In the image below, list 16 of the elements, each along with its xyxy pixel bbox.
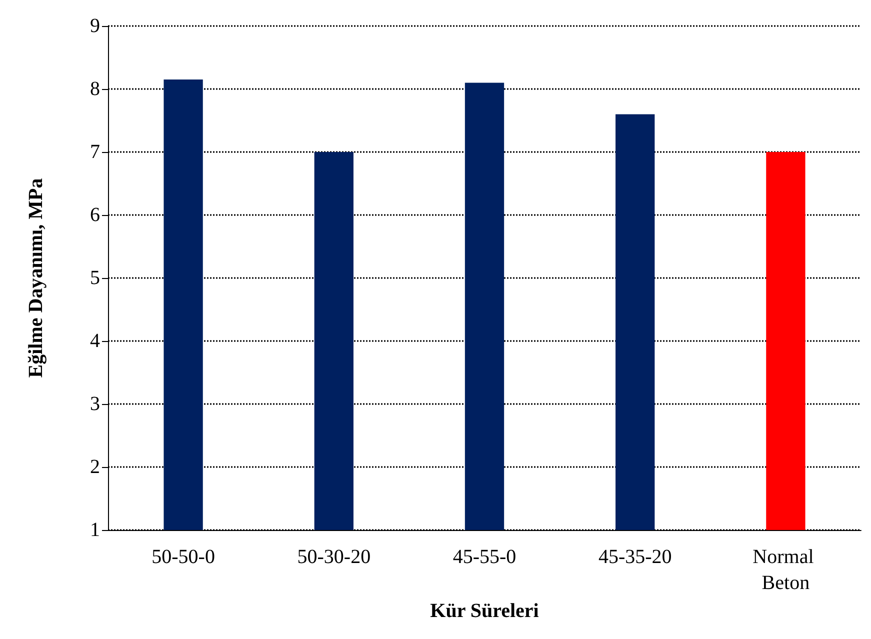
y-tick-label: 5: [90, 267, 100, 289]
y-tick-label: 6: [90, 204, 100, 226]
x-tick-label: 50-30-20: [297, 546, 371, 568]
y-tick-label: 2: [90, 456, 100, 478]
y-tick-label: 4: [90, 330, 100, 352]
x-axis-title: Kür Süreleri: [430, 600, 540, 622]
y-tick-label: 3: [90, 393, 100, 415]
y-tick-label: 9: [90, 15, 100, 37]
x-tick-label: Normal Beton: [752, 546, 819, 594]
y-tick-label: 1: [90, 519, 100, 541]
y-tick-label: 7: [90, 141, 100, 163]
y-axis-title: Eğilme Dayanımı, MPa: [25, 178, 47, 378]
x-tick-label: 45-55-0: [452, 546, 516, 568]
x-tick-label: 45-35-20: [598, 546, 672, 568]
x-tick-label: 50-50-0: [152, 546, 215, 568]
y-tick-label: 8: [90, 78, 100, 100]
